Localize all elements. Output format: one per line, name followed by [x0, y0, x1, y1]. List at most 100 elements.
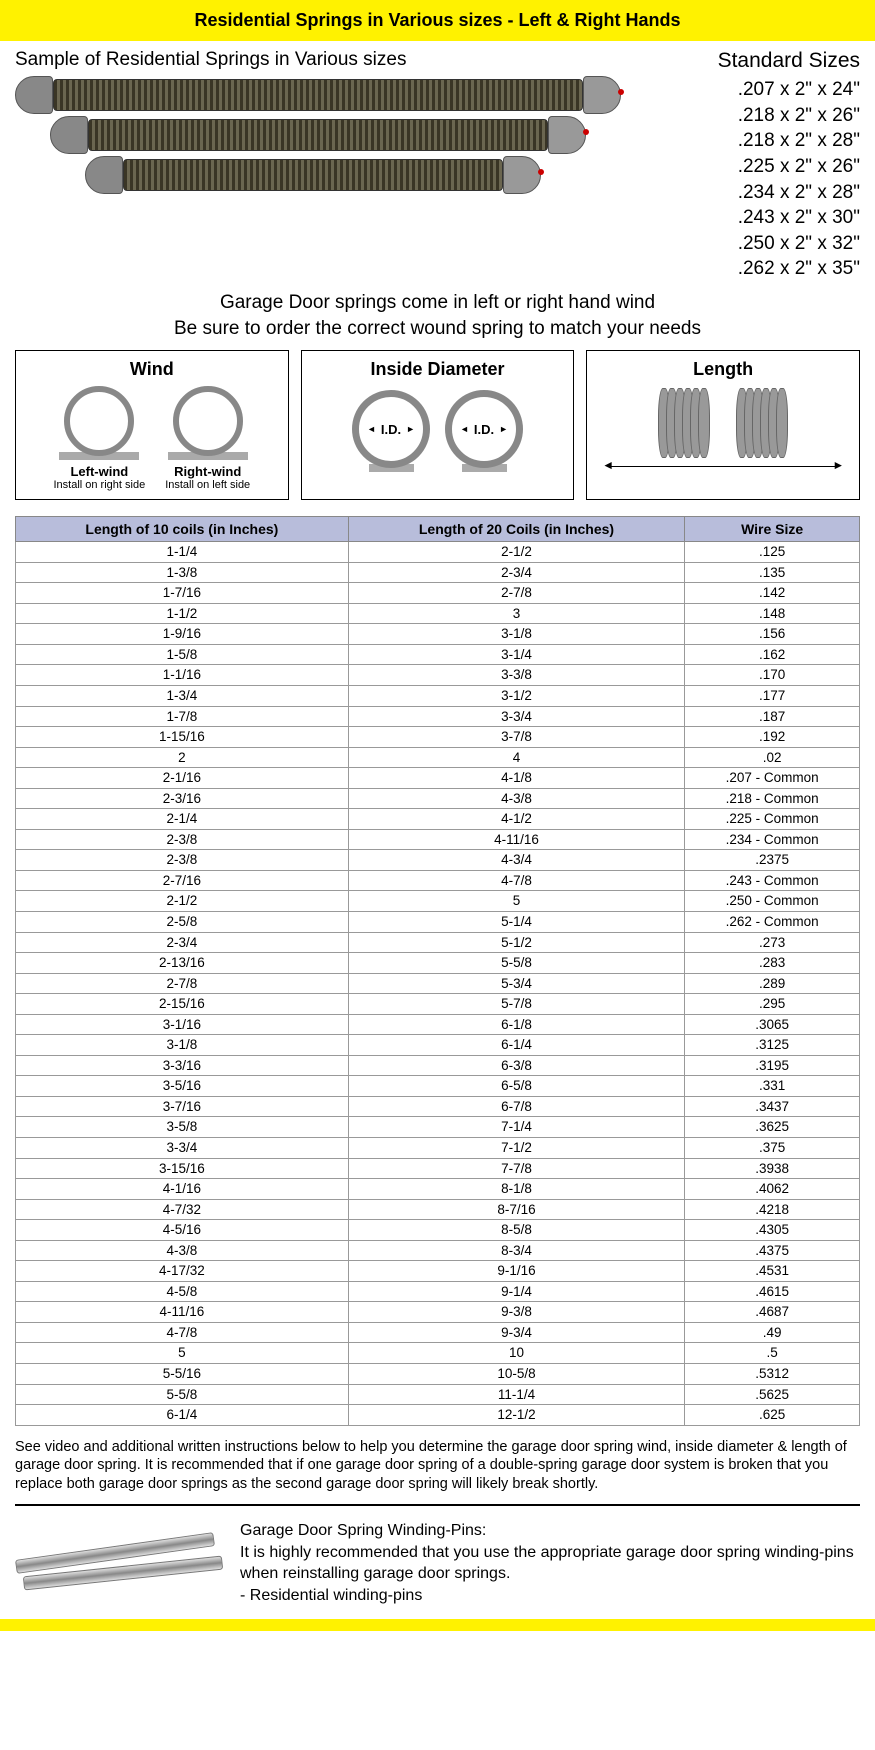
- table-row: 3-5/166-5/8.331: [16, 1076, 860, 1097]
- table-cell: .2375: [685, 850, 860, 871]
- table-cell: 6-1/4: [16, 1405, 349, 1426]
- table-cell: 2: [16, 747, 349, 768]
- table-header-2: Wire Size: [685, 517, 860, 542]
- table-cell: 4-3/4: [348, 850, 685, 871]
- pins-text: Garage Door Spring Winding-Pins: It is h…: [240, 1520, 860, 1606]
- pins-section: Garage Door Spring Winding-Pins: It is h…: [0, 1512, 875, 1618]
- table-cell: 2-1/2: [16, 891, 349, 912]
- table-cell: .4375: [685, 1240, 860, 1261]
- table-cell: 8-5/8: [348, 1220, 685, 1241]
- table-cell: 3: [348, 603, 685, 624]
- left-wind-label: Left-wind: [53, 464, 145, 479]
- table-cell: 5-5/16: [16, 1364, 349, 1385]
- subtitle-1: Garage Door springs come in left or righ…: [0, 290, 875, 316]
- table-cell: .3437: [685, 1096, 860, 1117]
- table-cell: .125: [685, 542, 860, 563]
- table-row: 2-3/84-11/16.234 - Common: [16, 829, 860, 850]
- table-cell: .243 - Common: [685, 870, 860, 891]
- table-cell: 3-1/8: [348, 624, 685, 645]
- spring-cone-right-icon: [548, 116, 586, 154]
- id-title: Inside Diameter: [310, 359, 566, 380]
- table-row: 4-17/329-1/16.4531: [16, 1261, 860, 1282]
- table-cell: .02: [685, 747, 860, 768]
- table-cell: .4531: [685, 1261, 860, 1282]
- table-cell: 1-7/16: [16, 583, 349, 604]
- table-cell: 5-7/8: [348, 994, 685, 1015]
- table-row: 1-15/163-7/8.192: [16, 727, 860, 748]
- table-cell: 4-11/16: [16, 1302, 349, 1323]
- table-cell: .49: [685, 1322, 860, 1343]
- pins-body: It is highly recommended that you use th…: [240, 1544, 854, 1583]
- length-coils-icon: [595, 388, 851, 458]
- table-cell: .234 - Common: [685, 829, 860, 850]
- table-cell: 1-3/8: [16, 562, 349, 583]
- spring-sample-3: [15, 156, 640, 194]
- header-title: Residential Springs in Various sizes - L…: [194, 10, 680, 30]
- spring-cone-left-icon: [85, 156, 123, 194]
- pins-sub: - Residential winding-pins: [240, 1587, 422, 1604]
- table-row: 4-7/89-3/4.49: [16, 1322, 860, 1343]
- table-cell: 10: [348, 1343, 685, 1364]
- table-cell: 1-3/4: [16, 685, 349, 706]
- table-row: 1-9/163-1/8.156: [16, 624, 860, 645]
- table-cell: 6-1/4: [348, 1035, 685, 1056]
- table-row: 4-3/88-3/4.4375: [16, 1240, 860, 1261]
- size-item-7: .262 x 2" x 35": [640, 256, 860, 282]
- table-row: 2-1/164-1/8.207 - Common: [16, 768, 860, 789]
- table-cell: 2-1/16: [16, 768, 349, 789]
- table-row: 2-13/165-5/8.283: [16, 953, 860, 974]
- table-cell: 7-1/4: [348, 1117, 685, 1138]
- table-cell: 5-5/8: [16, 1384, 349, 1405]
- table-cell: .3938: [685, 1158, 860, 1179]
- table-row: 2-1/44-1/2.225 - Common: [16, 809, 860, 830]
- table-cell: 9-1/16: [348, 1261, 685, 1282]
- table-cell: 5-1/2: [348, 932, 685, 953]
- footer-bar: [0, 1619, 875, 1631]
- table-cell: 2-15/16: [16, 994, 349, 1015]
- table-cell: .225 - Common: [685, 809, 860, 830]
- table-cell: 3-1/8: [16, 1035, 349, 1056]
- table-cell: .3065: [685, 1014, 860, 1035]
- right-wind-item: Right-wind Install on left side: [165, 386, 250, 491]
- table-cell: 5: [348, 891, 685, 912]
- table-row: 5-5/811-1/4.5625: [16, 1384, 860, 1405]
- table-cell: .4062: [685, 1179, 860, 1200]
- table-cell: 2-7/8: [348, 583, 685, 604]
- table-row: 1-7/162-7/8.142: [16, 583, 860, 604]
- table-cell: 5-5/8: [348, 953, 685, 974]
- wind-title: Wind: [24, 359, 280, 380]
- length-title: Length: [595, 359, 851, 380]
- table-cell: 3-3/4: [348, 706, 685, 727]
- size-item-3: .225 x 2" x 26": [640, 154, 860, 180]
- table-cell: 2-3/4: [16, 932, 349, 953]
- left-wind-sub: Install on right side: [53, 479, 145, 491]
- table-row: 1-3/82-3/4.135: [16, 562, 860, 583]
- table-cell: 1-1/2: [16, 603, 349, 624]
- table-cell: 4-1/8: [348, 768, 685, 789]
- table-row: 6-1/412-1/2.625: [16, 1405, 860, 1426]
- table-row: 1-7/83-3/4.187: [16, 706, 860, 727]
- table-cell: .250 - Common: [685, 891, 860, 912]
- table-cell: 1-1/16: [16, 665, 349, 686]
- table-cell: 3-15/16: [16, 1158, 349, 1179]
- table-cell: .331: [685, 1076, 860, 1097]
- diagrams-row: Wind Left-wind Install on right side Rig…: [0, 342, 875, 508]
- table-cell: 4-7/32: [16, 1199, 349, 1220]
- table-row: 4-5/89-1/4.4615: [16, 1281, 860, 1302]
- header-bar: Residential Springs in Various sizes - L…: [0, 0, 875, 41]
- table-cell: 2-13/16: [16, 953, 349, 974]
- table-cell: 4-7/8: [348, 870, 685, 891]
- table-row: 3-1/166-1/8.3065: [16, 1014, 860, 1035]
- length-arrow-icon: [608, 466, 838, 467]
- sizes-column: Standard Sizes .207 x 2" x 24".218 x 2" …: [640, 49, 860, 282]
- table-cell: 6-1/8: [348, 1014, 685, 1035]
- table-row: 3-1/86-1/4.3125: [16, 1035, 860, 1056]
- table-cell: 9-1/4: [348, 1281, 685, 1302]
- table-cell: 3-1/2: [348, 685, 685, 706]
- table-row: 2-7/164-7/8.243 - Common: [16, 870, 860, 891]
- spring-cone-right-icon: [503, 156, 541, 194]
- subtitle-2: Be sure to order the correct wound sprin…: [0, 316, 875, 342]
- table-row: 4-7/328-7/16.4218: [16, 1199, 860, 1220]
- table-cell: .162: [685, 644, 860, 665]
- table-cell: 1-5/8: [16, 644, 349, 665]
